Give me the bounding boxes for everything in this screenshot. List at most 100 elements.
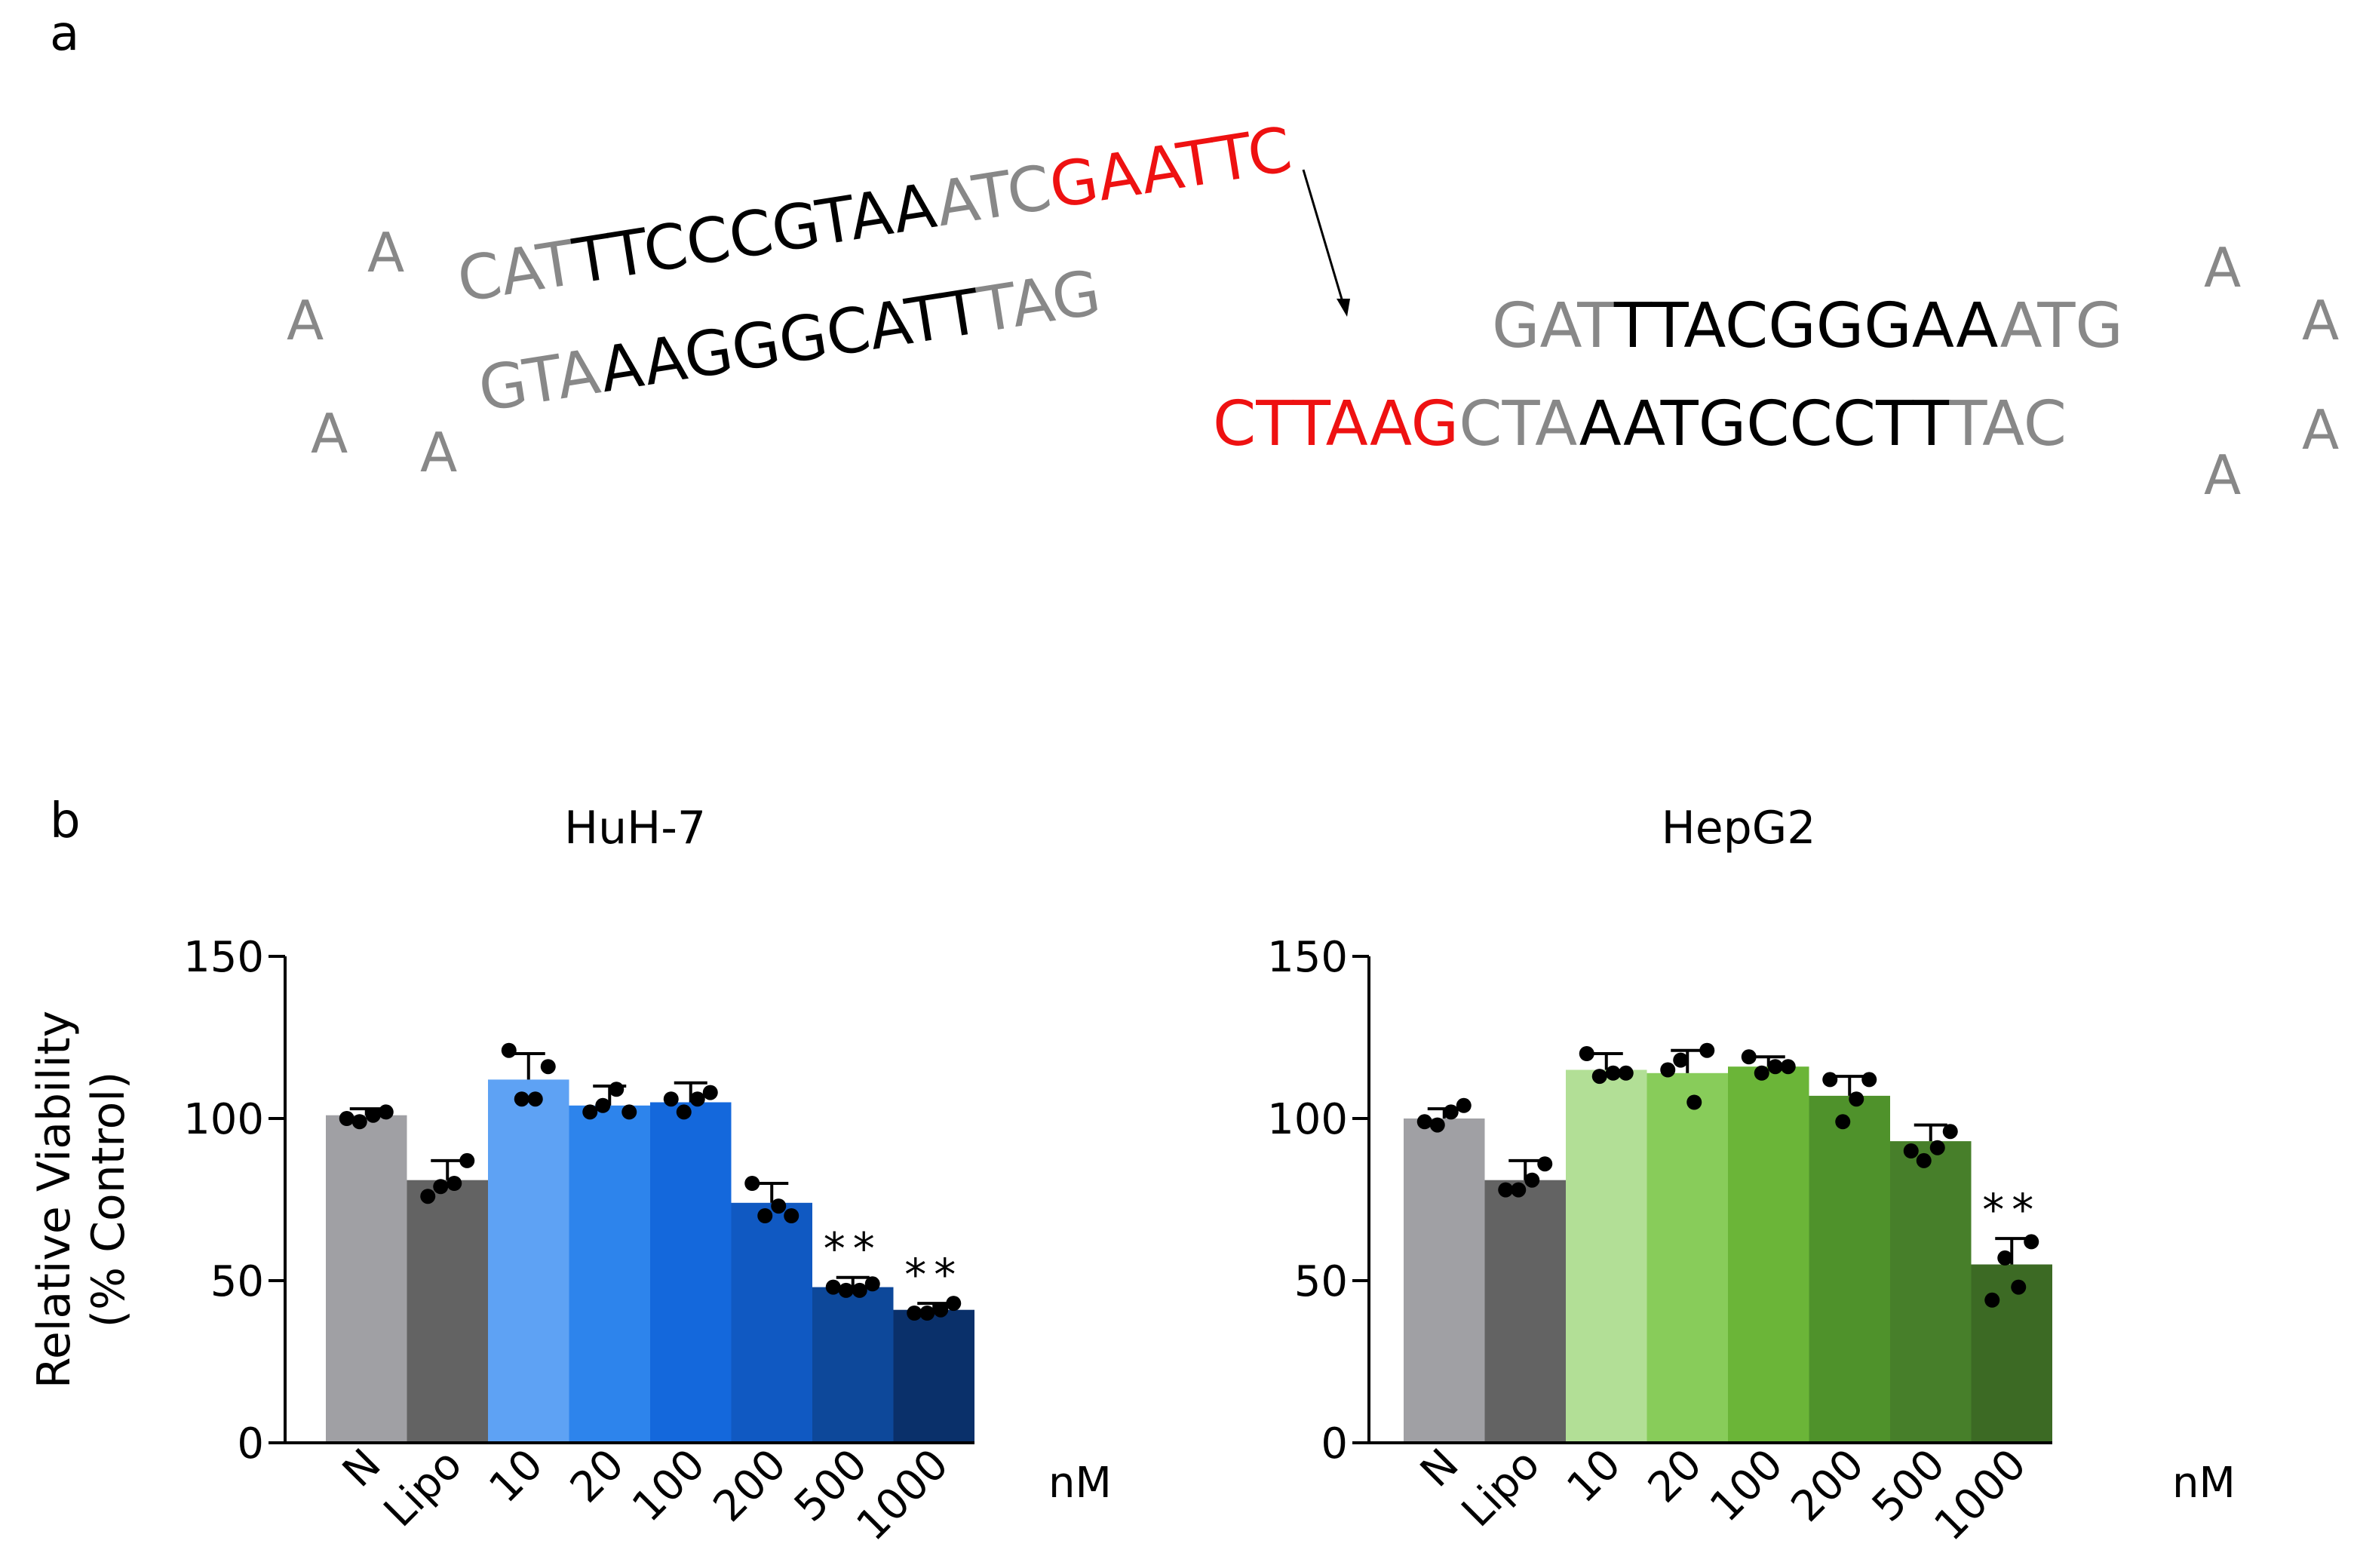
- data-point: [852, 1282, 867, 1298]
- data-point: [1699, 1042, 1715, 1058]
- x-tick-label: 100: [1701, 1440, 1793, 1532]
- y-tick-label: 100: [183, 1095, 264, 1144]
- data-point: [864, 1276, 880, 1292]
- right-loop-base-3: A: [2302, 398, 2339, 462]
- transition-arrow-head: [1337, 299, 1350, 317]
- right-bottom-seg-4: TAC: [1948, 388, 2067, 460]
- y-tick-label: 0: [1321, 1419, 1348, 1468]
- data-point: [540, 1059, 556, 1075]
- data-point: [744, 1176, 760, 1191]
- left-top-seg-4: GAATTC: [1045, 114, 1297, 222]
- left-top-seg-1: CAT: [453, 227, 582, 317]
- y-axis-label-line: Relative Viability: [28, 1011, 81, 1388]
- data-point: [663, 1091, 679, 1107]
- data-point: [1780, 1059, 1796, 1075]
- data-point: [1822, 1072, 1838, 1088]
- data-point: [907, 1306, 922, 1321]
- right-bottom-seg-1: CTTAAG: [1213, 388, 1459, 460]
- data-point: [621, 1104, 637, 1120]
- x-tick-label: 10: [1558, 1440, 1630, 1512]
- data-point: [702, 1085, 718, 1100]
- x-tick-label: 1000: [847, 1440, 958, 1551]
- data-point: [1618, 1065, 1634, 1081]
- bar-100: [650, 1102, 732, 1443]
- x-tick-label: Lipo: [375, 1440, 471, 1536]
- data-point: [609, 1082, 625, 1097]
- bar-n: [1404, 1118, 1485, 1443]
- data-point: [933, 1302, 949, 1318]
- x-tick-label: 200: [1782, 1440, 1874, 1532]
- data-point: [2024, 1234, 2039, 1250]
- left-top-seg-3: ATC: [931, 152, 1056, 241]
- bar-lipo: [407, 1180, 488, 1443]
- data-point: [1849, 1091, 1864, 1107]
- y-tick-label: 0: [237, 1419, 264, 1468]
- data-point: [1997, 1250, 2013, 1266]
- right-loop-base-4: A: [2204, 443, 2241, 507]
- panel-label-b: b: [50, 793, 81, 849]
- x-tick-label: 1000: [1925, 1440, 2036, 1551]
- y-tick-label: 50: [1294, 1257, 1348, 1306]
- left-loop-base-4: A: [420, 421, 457, 484]
- right-bottom-seg-3: AATGCCCTT: [1579, 388, 1951, 460]
- data-point: [1686, 1094, 1702, 1110]
- data-point: [351, 1114, 367, 1130]
- right-loop-base-2: A: [2302, 289, 2339, 352]
- significance-marker: **: [904, 1249, 963, 1300]
- data-point: [1443, 1104, 1459, 1120]
- data-point: [919, 1306, 935, 1321]
- panel-label-a: a: [50, 6, 79, 62]
- right-top-seg-2: TTACGGGAA: [1613, 290, 2000, 362]
- left-loop-base-1: A: [287, 289, 324, 352]
- bar-100: [1728, 1066, 1809, 1443]
- data-point: [1916, 1152, 1932, 1168]
- x-tick-label: 20: [1639, 1440, 1711, 1512]
- data-point: [1942, 1124, 1958, 1140]
- data-point: [447, 1176, 462, 1191]
- data-point: [1537, 1156, 1553, 1172]
- data-point: [757, 1208, 773, 1223]
- right-top-seg-3: ATG: [2000, 290, 2123, 362]
- data-point: [433, 1179, 449, 1195]
- data-point: [1835, 1114, 1851, 1130]
- data-point: [771, 1198, 787, 1214]
- bar-1000: [1971, 1264, 2052, 1443]
- data-point: [2011, 1279, 2027, 1295]
- bar-10: [488, 1079, 569, 1443]
- y-tick-label: 50: [210, 1257, 264, 1306]
- data-point: [1524, 1172, 1540, 1188]
- data-point: [1754, 1065, 1769, 1081]
- bar-1000: [893, 1309, 974, 1443]
- x-tick-label: 200: [704, 1440, 796, 1532]
- data-point: [1660, 1062, 1676, 1078]
- bar-200: [1809, 1095, 1890, 1443]
- right-bottom-seg-2: CTA: [1459, 388, 1579, 460]
- x-tick-label: N: [333, 1440, 391, 1497]
- data-point: [825, 1279, 841, 1295]
- x-tick-label: 100: [623, 1440, 715, 1532]
- data-point: [1416, 1114, 1432, 1130]
- data-point: [689, 1091, 705, 1107]
- bar-500: [1890, 1141, 1972, 1443]
- bar-10: [1566, 1069, 1647, 1443]
- left-loop-base-2: A: [367, 221, 404, 284]
- left-top-seg-2: TTCCCGTAA: [568, 170, 943, 298]
- bar-200: [731, 1202, 812, 1443]
- data-point: [1861, 1072, 1877, 1088]
- unit-label: nM: [2172, 1459, 2236, 1508]
- y-tick-label: 100: [1267, 1095, 1348, 1144]
- significance-marker: **: [1982, 1184, 2041, 1235]
- chart-title: HuH-7: [564, 802, 706, 855]
- data-point: [420, 1189, 436, 1204]
- data-point: [676, 1104, 692, 1120]
- data-point: [1498, 1182, 1514, 1198]
- right-top-seg-1: GAT: [1492, 290, 1616, 362]
- bar-lipo: [1484, 1180, 1566, 1443]
- unit-label: nM: [1048, 1459, 1112, 1508]
- data-point: [1929, 1140, 1945, 1155]
- x-tick-label: Lipo: [1453, 1440, 1549, 1536]
- data-point: [946, 1296, 962, 1312]
- left-loop-base-3: A: [311, 402, 348, 465]
- y-axis-label-line: (% Control): [82, 1072, 135, 1328]
